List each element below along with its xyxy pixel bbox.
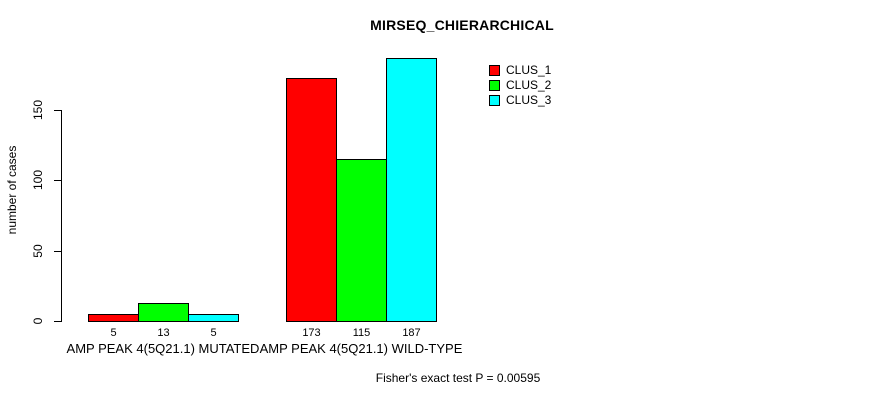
legend-label: CLUS_2 [506, 78, 552, 92]
legend-label: CLUS_1 [506, 63, 552, 77]
bar-clus_3-icon [386, 58, 437, 322]
bar-value-label: 187 [402, 327, 421, 339]
y-axis-label: number of cases [5, 145, 19, 235]
y-axis-line [61, 110, 62, 322]
legend: CLUS_1 CLUS_2 CLUS_3 [489, 64, 551, 109]
bar-clus_2-icon [138, 303, 189, 322]
x-category-label: AMP PEAK 4(5Q21.1) MUTATED [66, 341, 260, 356]
y-axis-tick [54, 251, 61, 252]
legend-label: CLUS_3 [506, 93, 552, 107]
annotation-fisher-test: Fisher's exact test P = 0.00595 [375, 371, 541, 385]
bar-value-label: 13 [157, 327, 170, 339]
bar-clus_2-icon [336, 159, 387, 322]
legend-swatch-icon [489, 64, 500, 76]
y-tick-label: 150 [31, 99, 45, 121]
y-axis-tick [54, 321, 61, 322]
bar-clus_1-icon [286, 78, 337, 322]
y-axis-tick [54, 180, 61, 181]
bar-value-label: 173 [302, 327, 321, 339]
legend-swatch-icon [489, 94, 500, 106]
legend-swatch-icon [489, 79, 500, 91]
bar-value-label: 5 [110, 327, 117, 339]
chart-title: MIRSEQ_CHIERARCHICAL [370, 17, 554, 33]
y-tick-label: 0 [31, 317, 45, 325]
legend-item: CLUS_1 [489, 64, 551, 76]
x-category-label: AMP PEAK 4(5Q21.1) WILD-TYPE [259, 341, 463, 356]
bar-clus_3-icon [188, 314, 239, 322]
bar-clus_1-icon [88, 314, 139, 322]
bar-value-label: 115 [352, 327, 371, 339]
y-tick-label: 100 [31, 169, 45, 191]
bar-value-label: 5 [210, 327, 217, 339]
y-axis-tick [54, 110, 61, 111]
legend-item: CLUS_3 [489, 94, 551, 106]
y-tick-label: 50 [31, 244, 45, 258]
legend-item: CLUS_2 [489, 79, 551, 91]
